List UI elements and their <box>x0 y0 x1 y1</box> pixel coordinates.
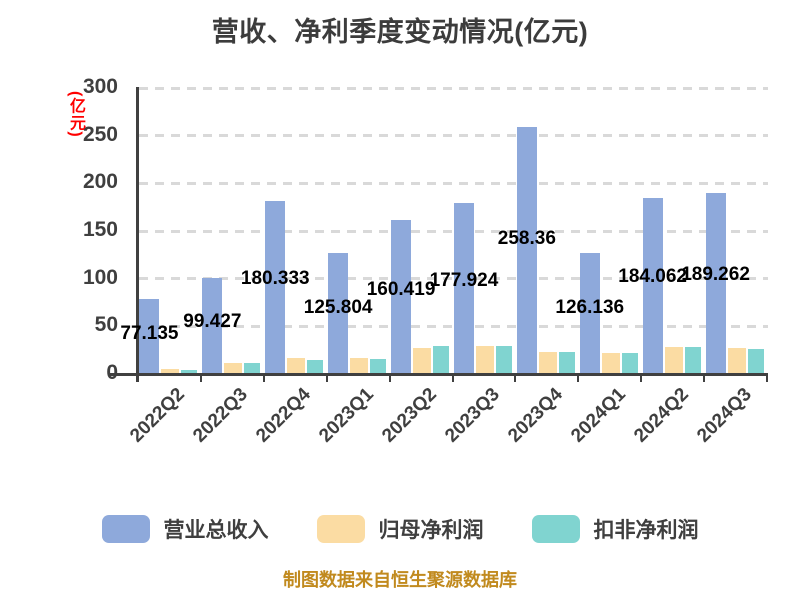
bar[interactable] <box>727 348 746 373</box>
x-tick <box>451 374 454 382</box>
x-tick-label: 2023Q3 <box>441 384 504 447</box>
bar[interactable] <box>558 351 575 373</box>
bar[interactable] <box>453 203 474 373</box>
bar[interactable] <box>328 253 349 373</box>
bar-value-label: 177.924 <box>429 269 499 291</box>
legend-label-net-profit: 归母净利润 <box>378 519 484 542</box>
bar[interactable] <box>413 347 432 373</box>
x-tick-label: 2022Q4 <box>252 384 316 447</box>
bar[interactable] <box>370 359 387 373</box>
bar-value-label: 180.333 <box>240 268 310 290</box>
bar[interactable] <box>601 352 620 373</box>
legend-item-total-revenue[interactable]: 营业总收入 <box>101 514 269 544</box>
gridline <box>139 324 768 328</box>
gridline <box>139 181 768 185</box>
bar[interactable] <box>287 358 306 373</box>
bar[interactable] <box>139 299 160 373</box>
x-tick <box>640 374 643 382</box>
legend-swatch-non-gaap-profit <box>531 515 580 543</box>
bar[interactable] <box>664 346 683 373</box>
bar[interactable] <box>391 220 412 373</box>
bar[interactable] <box>642 197 663 373</box>
bar[interactable] <box>621 352 638 373</box>
bar-value-label: 189.262 <box>681 263 750 285</box>
bar[interactable] <box>579 252 600 373</box>
source-note: 制图数据来自恒生聚源数据库 <box>283 570 517 590</box>
legend-label-total-revenue: 营业总收入 <box>163 519 269 542</box>
y-axis-label: 50 <box>94 313 118 337</box>
gridline <box>139 229 768 233</box>
bar[interactable] <box>705 192 726 373</box>
bar-value-label: 258.36 <box>497 227 556 249</box>
gridline <box>139 134 768 138</box>
bar[interactable] <box>307 360 324 373</box>
x-tick <box>262 374 265 382</box>
y-axis-line <box>136 87 139 382</box>
x-tick <box>703 374 706 382</box>
bar[interactable] <box>350 358 369 373</box>
x-tick-label: 2022Q3 <box>189 384 253 447</box>
y-axis-label: 0 <box>106 361 118 384</box>
bar[interactable] <box>475 345 494 373</box>
bar[interactable] <box>224 363 243 373</box>
bar[interactable] <box>538 351 557 373</box>
legend-label-non-gaap-profit: 扣非净利润 <box>593 519 699 542</box>
y-axis-label: 100 <box>82 265 118 289</box>
x-tick <box>325 374 328 382</box>
x-tick-label: 2022Q2 <box>126 384 190 447</box>
y-axis-label: 250 <box>82 122 118 146</box>
x-tick-label: 2023Q1 <box>315 384 378 447</box>
x-tick <box>199 374 202 382</box>
x-tick-label: 2024Q3 <box>692 384 756 447</box>
x-tick <box>514 374 517 382</box>
x-tick-label: 2024Q1 <box>566 384 630 447</box>
bar-value-label: 125.804 <box>303 297 373 319</box>
y-axis-label: 300 <box>82 75 118 98</box>
bar[interactable] <box>161 368 180 373</box>
x-tick-label: 2023Q2 <box>378 384 441 447</box>
y-axis-label: 150 <box>82 218 118 241</box>
x-tick <box>577 374 580 382</box>
x-tick-label: 2024Q2 <box>629 384 693 447</box>
bar-value-label: 77.135 <box>120 322 179 344</box>
bar[interactable] <box>684 346 701 373</box>
y-axis-label: 200 <box>82 170 118 194</box>
legend-item-net-profit[interactable]: 归母净利润 <box>316 514 484 544</box>
legend: 营业总收入 归母净利润 扣非净利润 <box>0 514 800 544</box>
gridline <box>139 86 768 90</box>
x-tick <box>388 374 391 382</box>
bar-value-label: 160.419 <box>366 278 436 300</box>
x-tick <box>137 374 139 382</box>
bar[interactable] <box>265 201 286 373</box>
x-tick <box>766 374 768 382</box>
bar-value-label: 126.136 <box>555 296 625 318</box>
chart-title: 营收、净利季度变动情况(亿元) <box>211 17 589 47</box>
bar[interactable] <box>244 363 261 373</box>
legend-swatch-net-profit <box>316 515 365 543</box>
bar[interactable] <box>495 346 512 373</box>
bar-value-label: 184.062 <box>618 266 687 288</box>
bar-value-label: 99.427 <box>183 310 242 332</box>
bar[interactable] <box>433 346 450 373</box>
y-axis-unit-label: (亿元) <box>67 91 84 138</box>
gridline <box>139 277 768 281</box>
legend-swatch-total-revenue <box>101 515 150 543</box>
legend-item-non-gaap-profit[interactable]: 扣非净利润 <box>531 514 699 544</box>
x-axis-line <box>110 372 768 376</box>
bar[interactable] <box>202 278 223 373</box>
bar[interactable] <box>181 370 198 373</box>
bar[interactable] <box>747 349 764 373</box>
x-tick-label: 2023Q4 <box>504 384 567 447</box>
bar[interactable] <box>516 126 537 373</box>
